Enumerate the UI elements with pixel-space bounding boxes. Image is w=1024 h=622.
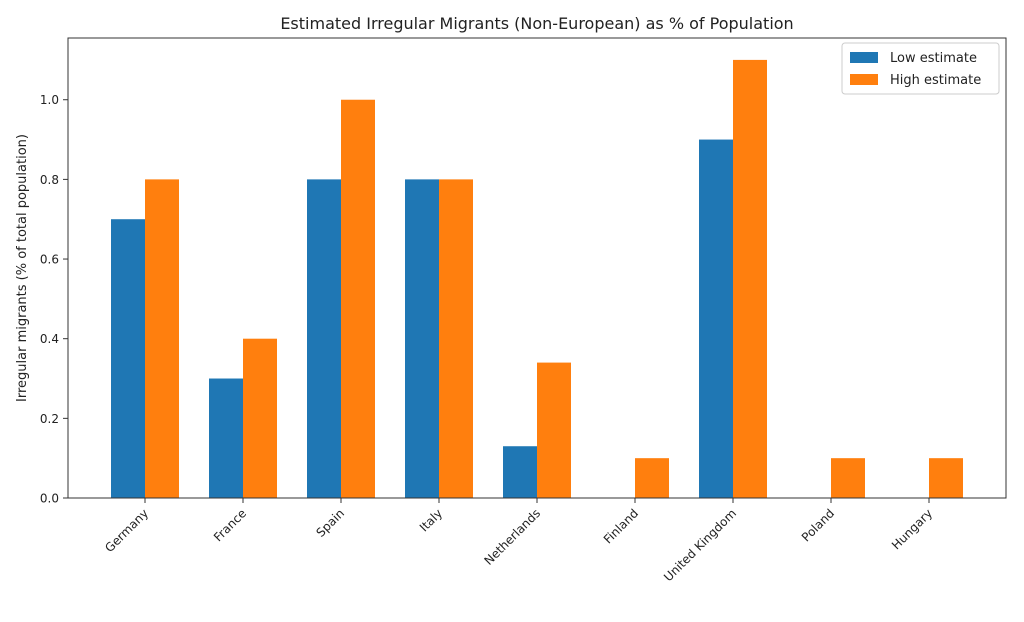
legend-swatch-low bbox=[850, 52, 878, 63]
bar-low-united-kingdom bbox=[699, 139, 733, 498]
legend-label-low: Low estimate bbox=[890, 51, 977, 66]
bar-high-hungary bbox=[929, 458, 963, 498]
legend-label-high: High estimate bbox=[890, 73, 981, 88]
bar-low-netherlands bbox=[503, 446, 537, 498]
bar-low-italy bbox=[405, 179, 439, 498]
y-tick-label: 0.8 bbox=[40, 173, 59, 187]
chart-title: Estimated Irregular Migrants (Non-Europe… bbox=[280, 14, 793, 33]
bar-high-netherlands bbox=[537, 362, 571, 498]
y-tick-label: 0.0 bbox=[40, 492, 59, 506]
bar-low-spain bbox=[307, 179, 341, 498]
bar-high-finland bbox=[635, 458, 669, 498]
legend-swatch-high bbox=[850, 74, 878, 85]
bar-high-poland bbox=[831, 458, 865, 498]
y-tick-label: 0.2 bbox=[40, 412, 59, 426]
bar-high-france bbox=[243, 338, 277, 498]
bar-high-germany bbox=[145, 179, 179, 498]
bar-high-italy bbox=[439, 179, 473, 498]
y-tick-label: 0.4 bbox=[40, 332, 59, 346]
bar-low-germany bbox=[111, 219, 145, 498]
y-axis-label: Irregular migrants (% of total populatio… bbox=[15, 134, 30, 402]
legend: Low estimate High estimate bbox=[841, 42, 1000, 95]
legend-box bbox=[841, 42, 1000, 95]
bar-high-spain bbox=[341, 99, 375, 498]
bar-low-france bbox=[209, 378, 243, 498]
bar-high-united-kingdom bbox=[733, 59, 767, 499]
y-tick-label: 0.6 bbox=[40, 253, 59, 267]
y-tick-label: 1.0 bbox=[40, 93, 59, 107]
